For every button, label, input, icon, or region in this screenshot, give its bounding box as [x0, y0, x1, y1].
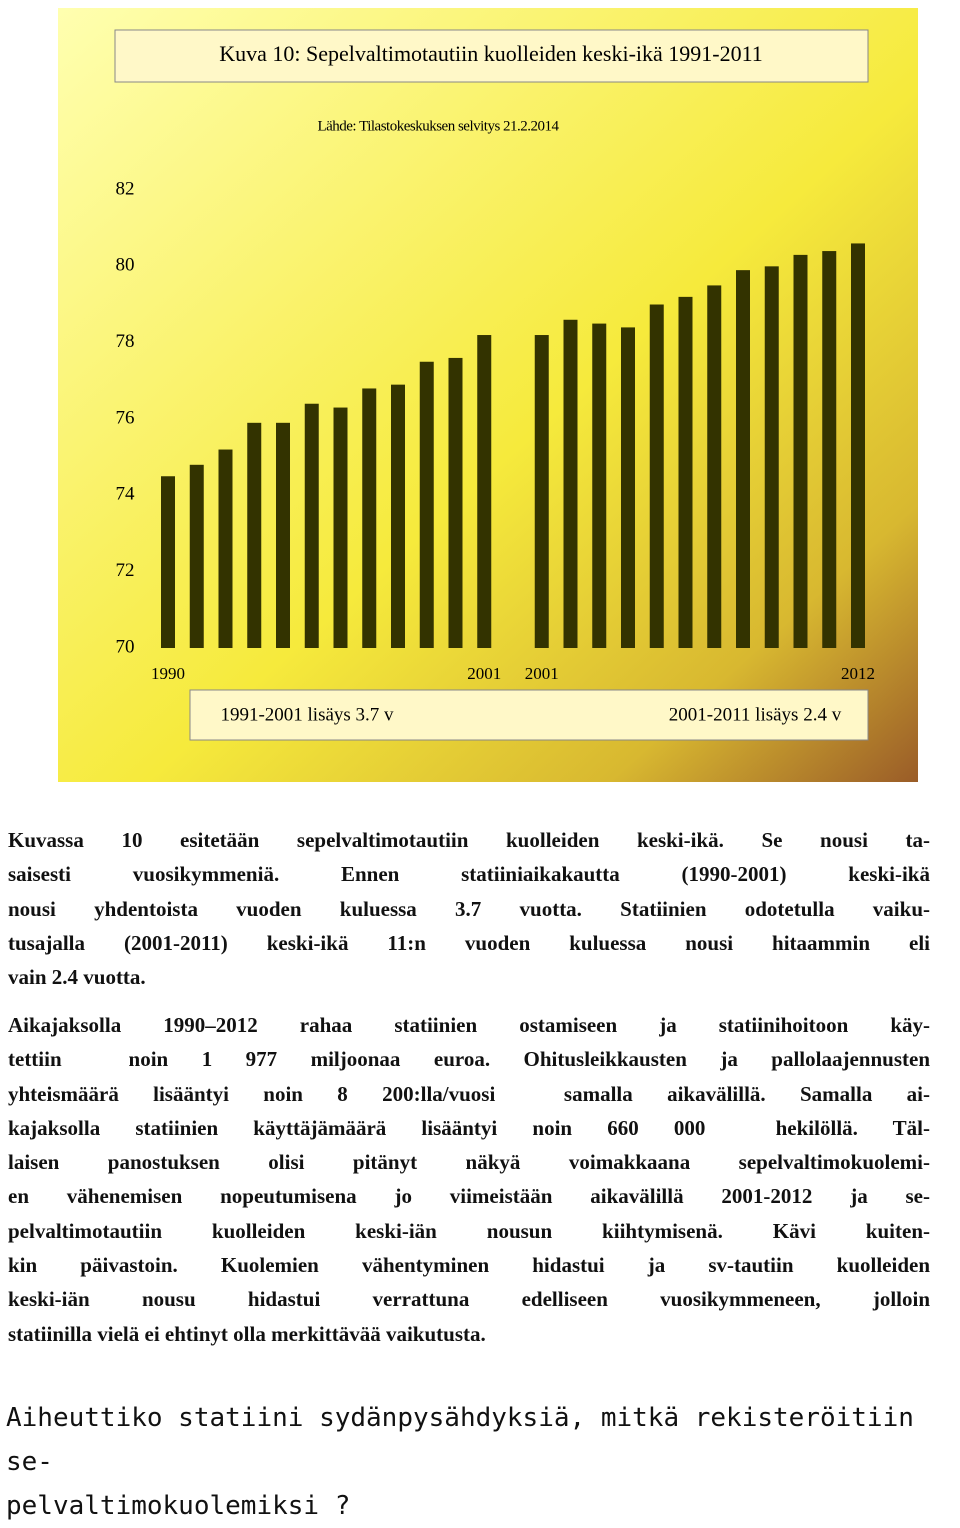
- text-line: laisen panostuksen olisi pitänyt näkyä v…: [8, 1150, 930, 1175]
- text-line: saisesti vuosikymmeniä. Ennen statiiniai…: [8, 862, 930, 887]
- chart-title: Kuva 10: Sepelvaltimotautiin kuolleiden …: [219, 41, 763, 66]
- text-line: statiinilla vielä ei ehtinyt olla merkit…: [8, 1321, 486, 1346]
- annotation: 1991-2001 lisäys 3.7 v: [220, 704, 394, 725]
- x-tick-label: 2001: [525, 664, 559, 683]
- bar: [448, 357, 463, 648]
- bar: [822, 251, 837, 649]
- bar: [851, 243, 865, 648]
- bar: [304, 403, 319, 648]
- bar: [764, 266, 779, 648]
- annotation-box: [189, 689, 869, 741]
- y-tick-label: 76: [116, 407, 135, 428]
- annotation: 2001-2011 lisäys 2.4 v: [669, 704, 842, 725]
- text-line: Aikajaksolla 1990–2012 rahaa statiinien …: [8, 1013, 930, 1037]
- text-line: en vähenemisen nopeutumisena jo viimeist…: [8, 1184, 930, 1209]
- text-line: kin päivastoin. Kuolemien vähentyminen h…: [8, 1253, 930, 1278]
- y-tick-label: 70: [116, 636, 135, 657]
- text-line: yhteismäärä lisääntyi noin 8 200:lla/vuo…: [8, 1081, 930, 1106]
- text-line: pelvaltimotautiin kuolleiden keski-iän n…: [8, 1218, 930, 1243]
- bar: [276, 422, 290, 648]
- page: Kuva 10: Sepelvaltimotautiin kuolleiden …: [6, 8, 930, 1521]
- text-line: keski-iän nousu hidastui verrattuna edel…: [8, 1287, 930, 1312]
- text-line: nousi yhdentoista vuoden kuluessa 3.7 vu…: [8, 896, 930, 921]
- x-tick-label: 2012: [841, 664, 875, 683]
- bar: [736, 270, 750, 648]
- y-tick-label: 82: [116, 178, 135, 199]
- bar: [477, 335, 492, 648]
- title-box: [114, 29, 869, 83]
- bar: [563, 319, 578, 648]
- bar: [419, 361, 434, 648]
- bar: [534, 335, 549, 648]
- text-line: Kuvassa 10 esitetään sepelvaltimotautiin…: [8, 828, 930, 852]
- text-line: vain 2.4 vuotta.: [8, 965, 146, 990]
- bar: [161, 476, 175, 648]
- chart: Kuva 10: Sepelvaltimotautiin kuolleiden …: [58, 8, 918, 782]
- y-tick-label: 74: [116, 484, 136, 505]
- bar: [793, 254, 808, 648]
- text-line: kajaksolla statiinien käyttäjämäärä lisä…: [8, 1115, 930, 1140]
- x-tick-label: 2001: [467, 664, 501, 683]
- y-tick-label: 80: [116, 255, 135, 276]
- bar: [218, 449, 233, 648]
- y-tick-label: 72: [116, 560, 135, 581]
- text-line: tusajalla (2001-2011) keski-ikä 11:n vuo…: [8, 930, 930, 955]
- y-tick-label: 78: [116, 331, 135, 352]
- paragraph: Aikajaksolla 1990–2012 rahaa statiinien …: [8, 1008, 930, 1351]
- bar: [247, 422, 262, 648]
- x-tick-label: 1990: [151, 664, 185, 683]
- bar: [333, 407, 348, 648]
- heading-line: pelvaltimokuolemiksi ?: [6, 1491, 351, 1521]
- bar: [391, 384, 405, 648]
- paragraph: Kuvassa 10 esitetään sepelvaltimotautiin…: [8, 823, 930, 994]
- bar: [592, 323, 607, 648]
- text-line: tettiin noin 1 977 miljoonaa euroa. Ohit…: [8, 1047, 930, 1072]
- bar: [649, 304, 664, 648]
- heading-line: Aiheuttiko statiini sydänpysähdyksiä, mi…: [6, 1403, 914, 1477]
- bar: [621, 327, 635, 648]
- bar: [707, 285, 722, 648]
- bar: [362, 388, 377, 648]
- chart-source: Lähde: Tilastokeskuksen selvitys 21.2.20…: [317, 118, 559, 134]
- bar: [189, 464, 204, 648]
- heading: Aiheuttiko statiini sydänpysähdyksiä, mi…: [6, 1396, 936, 1528]
- bar: [678, 296, 693, 648]
